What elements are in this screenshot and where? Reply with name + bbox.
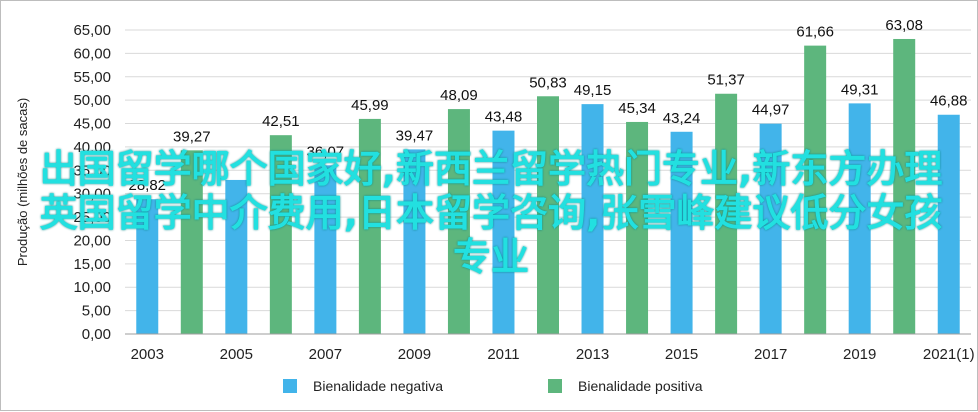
- legend-swatch: [283, 379, 297, 393]
- bar: [893, 38, 916, 335]
- y-tick-label: 5,00: [82, 303, 111, 320]
- bar: [537, 96, 559, 334]
- x-tick-label: 2017: [754, 346, 787, 363]
- data-label: 45,99: [351, 97, 389, 114]
- bar: [180, 150, 203, 334]
- x-tick-label: 2019: [843, 346, 876, 363]
- y-axis: 0,00 5,00 10,00 15,00 20,00 25,00 30,00 35,00 40…: [73, 22, 111, 343]
- bar: [492, 130, 515, 334]
- bar: [314, 165, 337, 334]
- data-label: 39,47: [396, 127, 434, 144]
- data-label: 45,34: [618, 100, 656, 117]
- legend-label: Bienalidade positiva: [578, 378, 703, 394]
- data-label: 36,07: [307, 143, 345, 160]
- x-tick-label: 2005: [220, 346, 253, 363]
- x-tick-label: 2015: [665, 346, 698, 363]
- data-label: 44,97: [752, 102, 790, 119]
- data-labels: 28,82 39,27 42,51 36,07 45,99 39,47 48,09 43,48…: [128, 17, 967, 194]
- data-label: 63,08: [885, 17, 923, 34]
- x-axis: 2003 2005 2007 2009 2011 2013 2015 2017 2019 2021…: [125, 333, 975, 363]
- x-tick-label: 2021(1): [923, 346, 975, 363]
- y-tick-label: 50,00: [73, 92, 111, 109]
- y-tick-label: 55,00: [73, 69, 111, 86]
- data-label: 43,48: [485, 109, 523, 126]
- y-tick-label: 25,00: [73, 209, 111, 226]
- y-tick-label: 15,00: [73, 256, 111, 273]
- y-tick-label: 65,00: [73, 22, 111, 39]
- y-tick-label: 45,00: [73, 116, 111, 133]
- data-label: 39,27: [173, 128, 211, 145]
- data-label: 51,37: [707, 72, 745, 89]
- bar: [136, 199, 159, 334]
- data-label: 49,15: [574, 82, 612, 99]
- bar: [269, 135, 292, 334]
- bar: [581, 104, 604, 334]
- bar: [937, 114, 960, 334]
- data-label: 61,66: [796, 24, 834, 41]
- y-tick-label: 35,00: [73, 162, 111, 179]
- bars: [136, 38, 960, 335]
- x-tick-label: 2009: [398, 346, 431, 363]
- bar: [804, 45, 827, 335]
- data-label: 42,51: [262, 113, 300, 130]
- bar: [715, 93, 738, 334]
- y-tick-label: 30,00: [73, 186, 111, 203]
- bar: [225, 179, 248, 334]
- bar: [403, 149, 426, 334]
- y-tick-label: 0,00: [82, 326, 111, 343]
- data-label: 43,24: [663, 110, 701, 127]
- bar: [447, 109, 470, 335]
- bar: [670, 131, 693, 334]
- y-tick-label: 10,00: [73, 279, 111, 296]
- x-tick-label: 2007: [309, 346, 342, 363]
- bar: [848, 103, 871, 334]
- data-label: 50,83: [529, 74, 567, 91]
- legend-swatch: [548, 379, 562, 393]
- legend: Bienalidade negativa Bienalidade positiva: [283, 378, 703, 394]
- x-tick-label: 2003: [131, 346, 164, 363]
- y-tick-label: 40,00: [73, 139, 111, 156]
- x-tick-label: 2013: [576, 346, 609, 363]
- data-label: 48,09: [440, 87, 478, 104]
- legend-label: Bienalidade negativa: [313, 378, 443, 394]
- data-label: 49,31: [841, 81, 879, 98]
- bar: [626, 121, 649, 335]
- y-tick-label: 20,00: [73, 232, 111, 249]
- y-tick-label: 60,00: [73, 45, 111, 62]
- x-tick-label: 2011: [487, 346, 519, 363]
- bar: [759, 123, 782, 334]
- bar: [358, 118, 381, 334]
- data-label: 46,88: [930, 93, 968, 110]
- data-label: 28,82: [128, 177, 166, 194]
- y-axis-title: Produção (milhões de sacas): [15, 98, 30, 266]
